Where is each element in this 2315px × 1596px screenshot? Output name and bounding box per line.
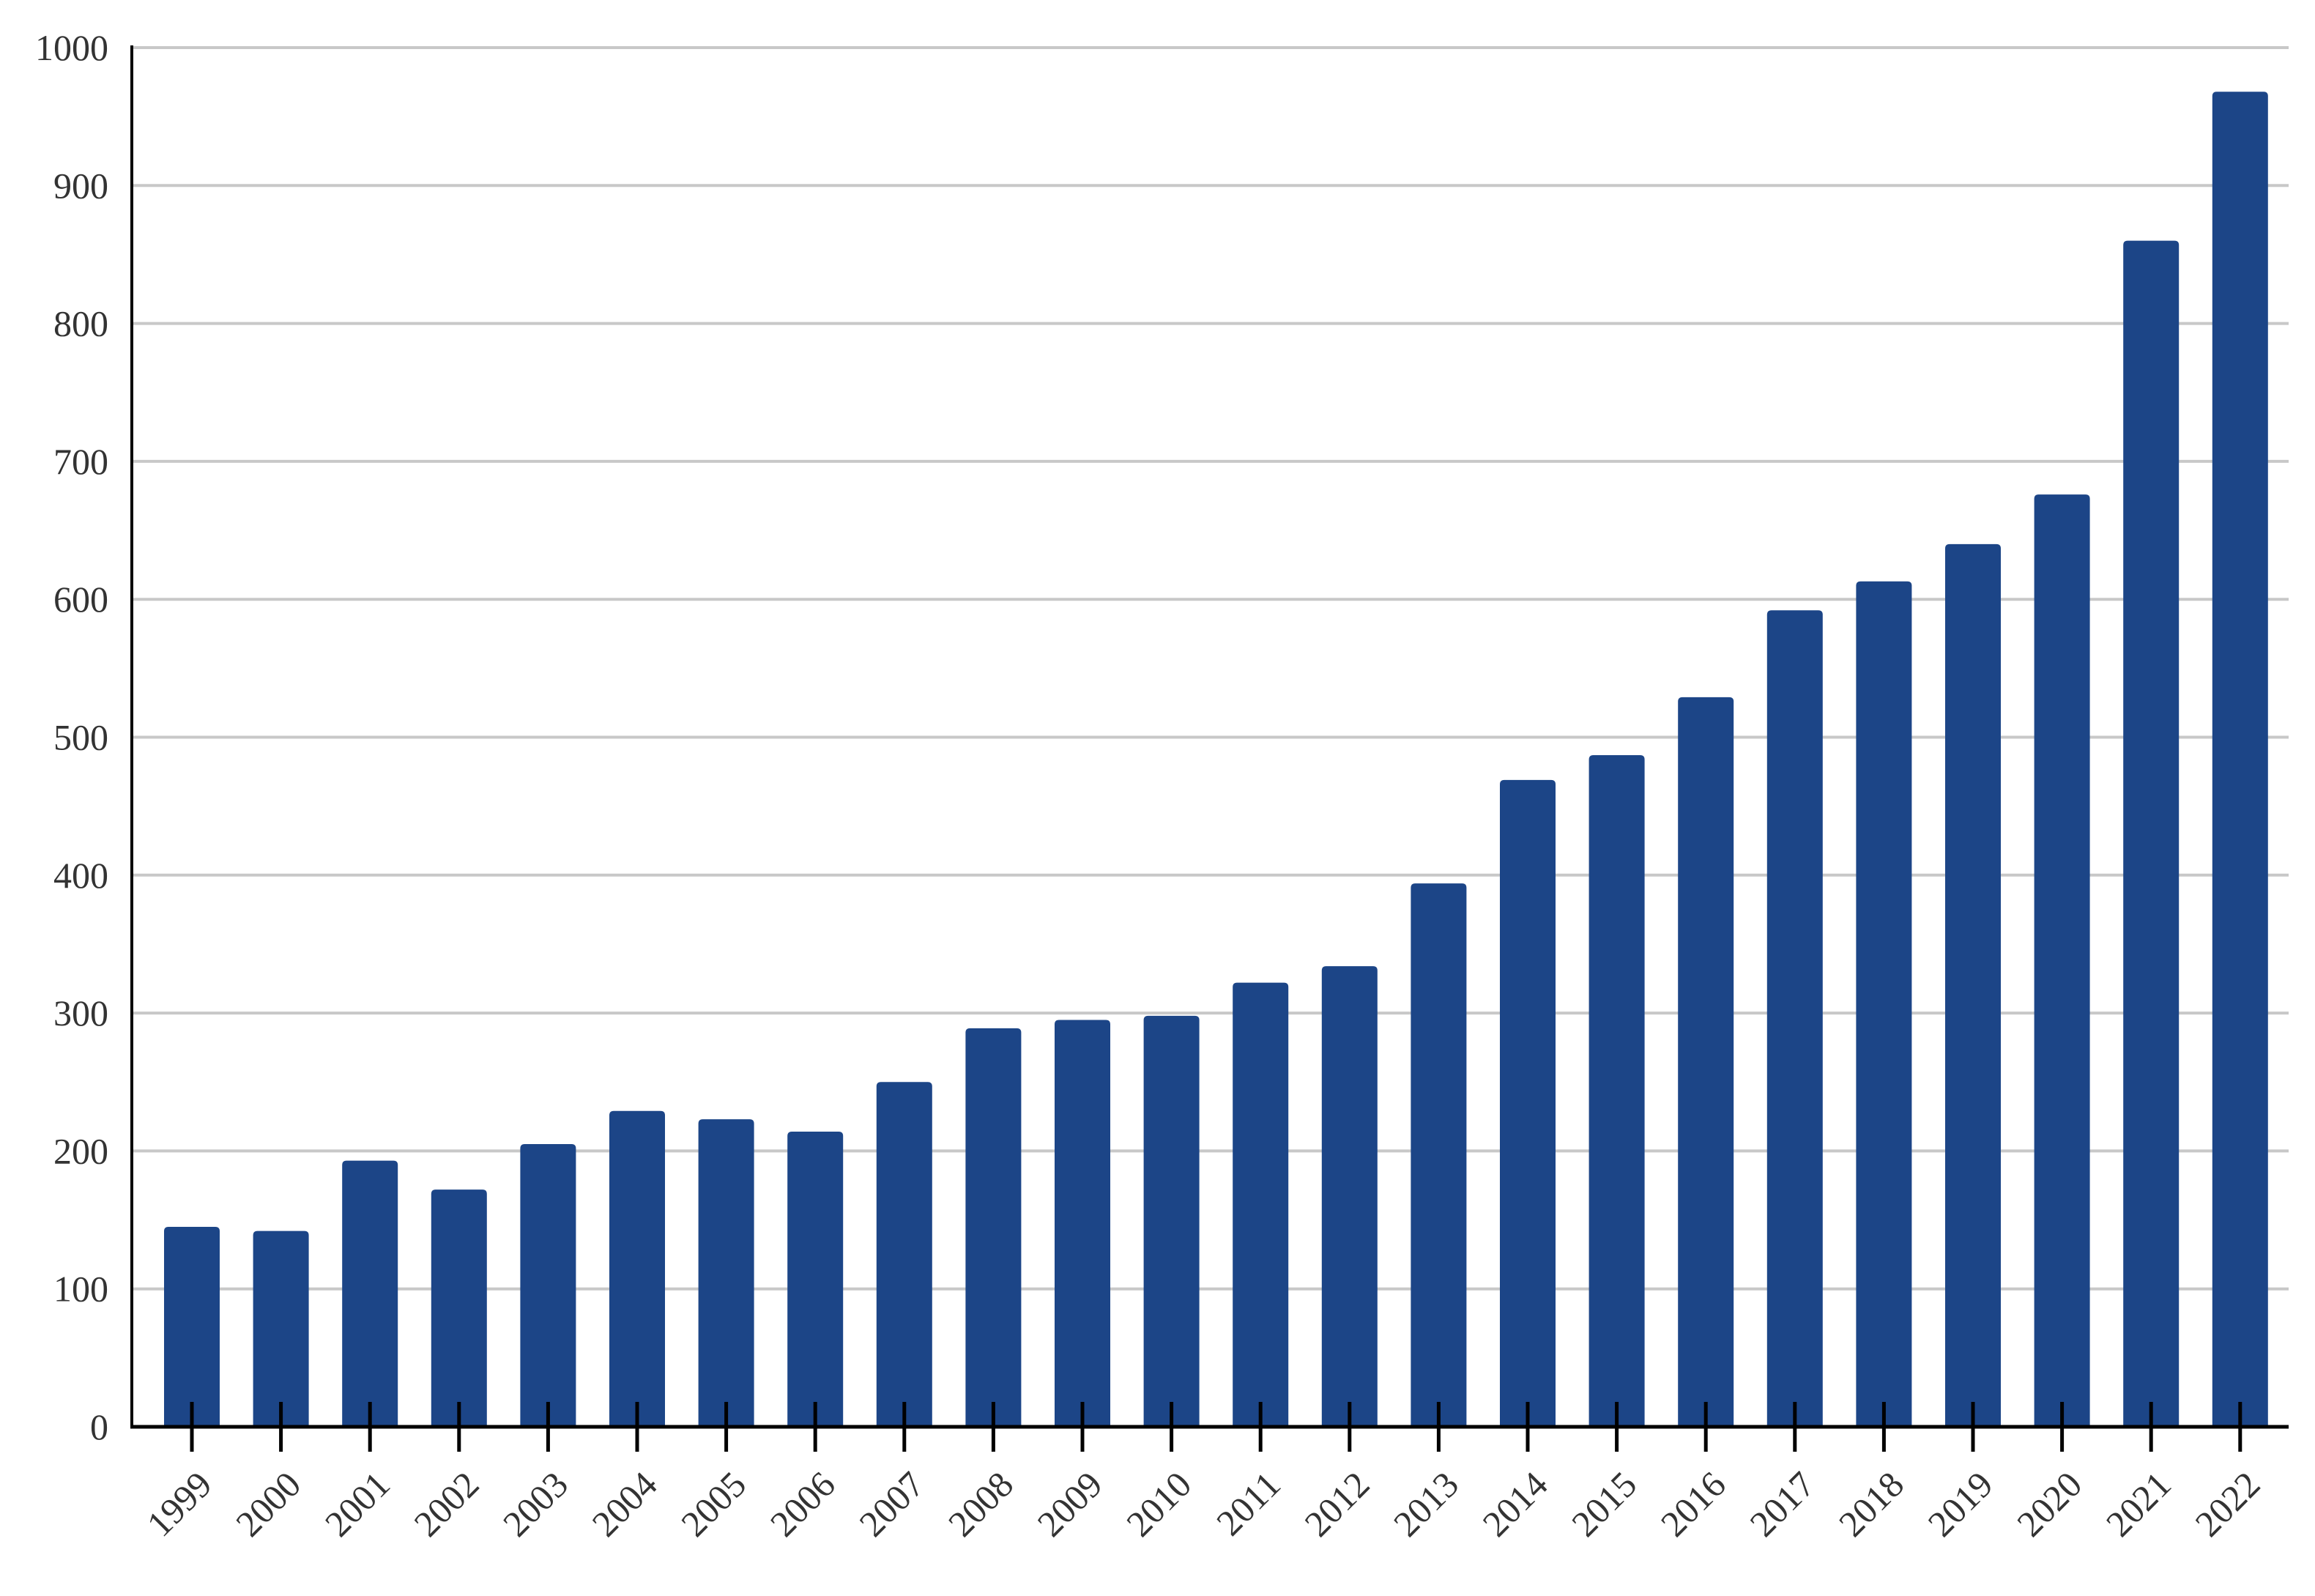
y-tick-label: 700 — [53, 441, 108, 482]
bar-2016 — [1678, 697, 1734, 1427]
x-tick-label: 2014 — [1474, 1463, 1555, 1544]
bar-2004 — [609, 1110, 665, 1427]
y-tick-label: 100 — [53, 1269, 108, 1310]
y-tick-label: 500 — [53, 717, 108, 758]
x-tick-label: 2013 — [1386, 1463, 1466, 1544]
x-tick-label: 2000 — [228, 1463, 308, 1544]
y-tick-label: 0 — [90, 1406, 108, 1447]
x-tick-label: 2002 — [406, 1463, 486, 1544]
bar-2011 — [1233, 982, 1289, 1427]
bar-2022 — [2212, 92, 2268, 1428]
x-tick-label: 2020 — [2009, 1463, 2089, 1544]
bar-2010 — [1143, 1015, 1200, 1427]
y-tick-label: 800 — [53, 303, 108, 344]
x-tick-label: 2005 — [673, 1463, 754, 1544]
bar-2000 — [253, 1231, 309, 1427]
gridlines — [132, 46, 2289, 1291]
x-tick-label: 2001 — [317, 1463, 398, 1544]
x-tick-label: 2011 — [1208, 1463, 1288, 1543]
x-tick-label: 2010 — [1118, 1463, 1199, 1544]
x-tick-label: 1999 — [138, 1463, 219, 1544]
bar-2006 — [787, 1132, 844, 1427]
x-tick-label: 2022 — [2187, 1463, 2267, 1544]
x-tick-label: 2007 — [851, 1463, 932, 1544]
bar-2014 — [1500, 779, 1556, 1427]
y-tick-label: 400 — [53, 855, 108, 896]
x-tick-label: 2004 — [584, 1463, 664, 1544]
y-tick-label: 1000 — [35, 27, 108, 68]
y-tick-label: 300 — [53, 992, 108, 1033]
x-tick-label: 2003 — [495, 1463, 576, 1544]
x-tick-label: 2017 — [1742, 1463, 1822, 1544]
y-tick-label: 900 — [53, 165, 108, 206]
bars — [164, 92, 2268, 1428]
bar-2009 — [1055, 1020, 1110, 1427]
x-tick-label: 2006 — [762, 1463, 843, 1544]
bar-2005 — [698, 1119, 754, 1427]
x-tick-label: 2016 — [1653, 1463, 1734, 1544]
bar-2012 — [1321, 966, 1378, 1427]
x-tick-label: 2019 — [1920, 1463, 2000, 1544]
bar-2008 — [965, 1028, 1022, 1427]
y-tick-label: 600 — [53, 579, 108, 620]
y-tick-label: 200 — [53, 1130, 108, 1171]
x-tick-label: 2021 — [2098, 1463, 2179, 1544]
bar-2017 — [1766, 610, 1823, 1428]
x-tick-label: 2015 — [1564, 1463, 1644, 1544]
x-tick-label: 2018 — [1831, 1463, 1911, 1544]
bar-2015 — [1588, 754, 1645, 1427]
bar-2007 — [876, 1082, 932, 1427]
x-tick-label: 2012 — [1296, 1463, 1377, 1544]
x-tick-label: 2009 — [1029, 1463, 1110, 1544]
bar-2001 — [342, 1160, 398, 1427]
bar-2018 — [1856, 581, 1912, 1428]
bar-2002 — [431, 1189, 487, 1427]
bar-2021 — [2123, 240, 2180, 1427]
x-tick-label: 2008 — [940, 1463, 1021, 1544]
bar-1999 — [164, 1226, 220, 1427]
bar-2013 — [1411, 883, 1467, 1427]
bar-2020 — [2034, 494, 2090, 1427]
bar-2003 — [520, 1143, 576, 1427]
axes — [130, 45, 2289, 1452]
bar-2019 — [1945, 543, 2001, 1427]
